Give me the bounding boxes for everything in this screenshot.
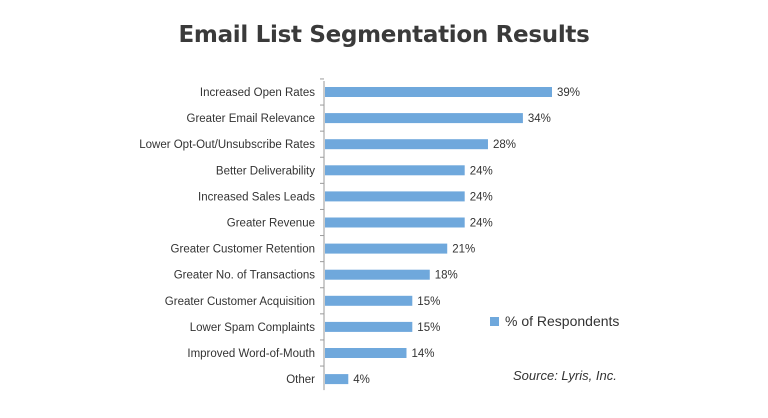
bar: [325, 243, 448, 254]
category-label: Lower Opt-Out/Unsubscribe Rates: [139, 139, 315, 151]
category-label: Greater Revenue: [227, 218, 315, 230]
legend-swatch: [490, 316, 499, 326]
bar: [325, 321, 413, 332]
bar: [325, 348, 407, 358]
category-label: Greater Customer Acquisition: [165, 296, 315, 308]
value-label: 34%: [528, 113, 551, 125]
bar: [325, 191, 465, 202]
value-label: 28%: [493, 139, 516, 151]
bar: [325, 113, 523, 124]
category-label: Increased Open Rates: [200, 87, 315, 99]
bar: [325, 165, 465, 176]
category-label: Better Deliverability: [216, 165, 315, 177]
value-label: 24%: [470, 165, 493, 177]
value-label: 4%: [353, 374, 370, 386]
value-label: 24%: [470, 191, 493, 203]
category-label: Greater Customer Retention: [171, 244, 315, 256]
category-label: Other: [286, 374, 315, 386]
legend: % of Respondents: [490, 313, 619, 329]
bar: [325, 139, 488, 150]
category-label: Greater Email Relevance: [187, 113, 315, 125]
value-label: 15%: [417, 296, 440, 308]
category-label: Lower Spam Complaints: [190, 322, 316, 334]
value-label: 24%: [470, 218, 493, 230]
bar: [325, 295, 413, 306]
bar: [325, 374, 349, 385]
value-label: 21%: [452, 244, 475, 256]
chart-title: Email List Segmentation Results: [178, 22, 590, 48]
source-note: Source: Lyris, Inc.: [513, 368, 617, 383]
value-label: 15%: [417, 322, 440, 334]
bar: [325, 269, 430, 280]
category-label: Increased Sales Leads: [198, 191, 315, 203]
value-label: 14%: [411, 348, 434, 360]
category-label: Improved Word-of-Mouth: [187, 348, 315, 360]
category-label: Greater No. of Transactions: [174, 270, 316, 282]
bars-group: Increased Open Rates 39% Greater Email Rel…: [139, 78, 580, 386]
legend-label: % of Respondents: [505, 313, 620, 329]
value-label: 39%: [557, 87, 580, 99]
bar: [325, 217, 465, 228]
value-label: 18%: [435, 270, 458, 282]
bar: [325, 87, 552, 97]
